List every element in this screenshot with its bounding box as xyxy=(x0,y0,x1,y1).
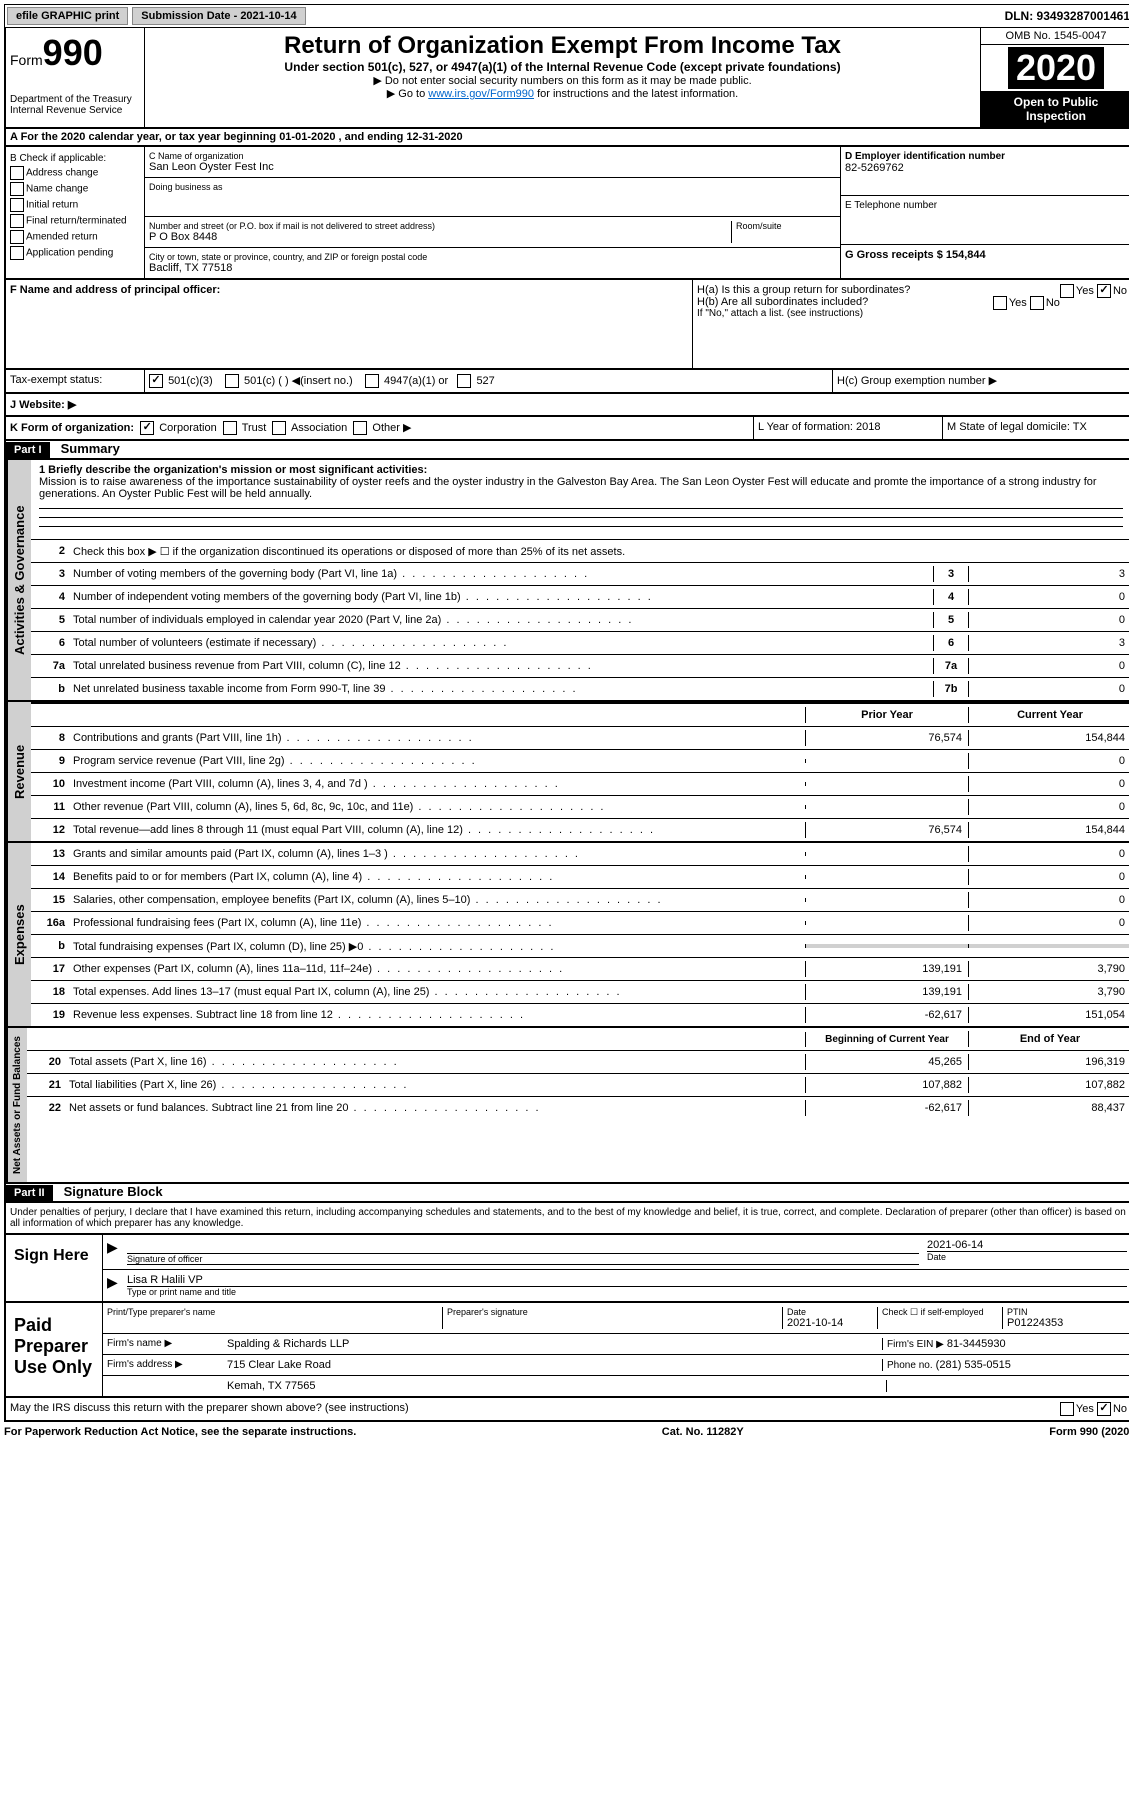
form-header: Form990 Department of the Treasury Inter… xyxy=(4,28,1129,129)
org-name-label: C Name of organization xyxy=(149,151,836,161)
line-12: 12 Total revenue—add lines 8 through 11 … xyxy=(31,819,1129,841)
part1-ag: Activities & Governance 1 Briefly descri… xyxy=(4,460,1129,702)
line-9: 9 Program service revenue (Part VIII, li… xyxy=(31,750,1129,773)
irs-link[interactable]: www.irs.gov/Form990 xyxy=(428,88,534,100)
dept-treasury: Department of the Treasury Internal Reve… xyxy=(10,94,140,116)
tax-year: 2020 xyxy=(1008,47,1104,89)
gross-receipts: G Gross receipts $ 154,844 xyxy=(845,249,1127,261)
part1-rev: Revenue Prior Year Current Year 8 Contri… xyxy=(4,702,1129,843)
footer: For Paperwork Reduction Act Notice, see … xyxy=(4,1422,1129,1442)
part1-na: Net Assets or Fund Balances Beginning of… xyxy=(4,1028,1129,1184)
penalty-text: Under penalties of perjury, I declare th… xyxy=(4,1203,1129,1235)
efile-button[interactable]: efile GRAPHIC print xyxy=(7,7,128,25)
org-name: San Leon Oyster Fest Inc xyxy=(149,161,836,173)
hb-note: If "No," attach a list. (see instruction… xyxy=(697,308,1127,319)
row-m: M State of legal domicile: TX xyxy=(942,417,1129,439)
line-21: 21 Total liabilities (Part X, line 26) 1… xyxy=(27,1074,1129,1097)
col-b-checkboxes: B Check if applicable: Address change Na… xyxy=(6,147,145,278)
ein-label: D Employer identification number xyxy=(845,151,1127,162)
line-5: 5 Total number of individuals employed i… xyxy=(31,609,1129,632)
line-4: 4 Number of independent voting members o… xyxy=(31,586,1129,609)
tax-exempt-label: Tax-exempt status: xyxy=(6,370,145,392)
line-6: 6 Total number of volunteers (estimate i… xyxy=(31,632,1129,655)
line-3: 3 Number of voting members of the govern… xyxy=(31,563,1129,586)
line-16a: 16a Professional fundraising fees (Part … xyxy=(31,912,1129,935)
city: Bacliff, TX 77518 xyxy=(149,262,836,274)
omb-number: OMB No. 1545-0047 xyxy=(981,28,1129,45)
line-13: 13 Grants and similar amounts paid (Part… xyxy=(31,843,1129,866)
row-l: L Year of formation: 2018 xyxy=(753,417,942,439)
section-a: A For the 2020 calendar year, or tax yea… xyxy=(4,129,1129,147)
room-label: Room/suite xyxy=(731,221,836,243)
discuss-row: May the IRS discuss this return with the… xyxy=(4,1398,1129,1422)
row-tax-exempt: Tax-exempt status: 501(c)(3) 501(c) ( ) … xyxy=(4,370,1129,394)
form-subtitle: Under section 501(c), 527, or 4947(a)(1)… xyxy=(153,60,972,74)
vert-netassets: Net Assets or Fund Balances xyxy=(6,1028,27,1182)
vert-revenue: Revenue xyxy=(6,702,31,841)
line-20: 20 Total assets (Part X, line 16) 45,265… xyxy=(27,1051,1129,1074)
part1-header: Part I Summary xyxy=(4,441,1129,460)
line2: Check this box ▶ ☐ if the organization d… xyxy=(69,543,1129,560)
paid-preparer: Paid Preparer Use Only Print/Type prepar… xyxy=(4,1303,1129,1398)
line-17: 17 Other expenses (Part IX, column (A), … xyxy=(31,958,1129,981)
line1-label: 1 Briefly describe the organization's mi… xyxy=(39,464,1123,476)
hc: H(c) Group exemption number ▶ xyxy=(832,370,1129,392)
ein: 82-5269762 xyxy=(845,162,1127,174)
form-label: Form xyxy=(10,52,43,68)
phone-label: E Telephone number xyxy=(845,200,1127,211)
dln: DLN: 93493287001461 xyxy=(1005,9,1129,23)
submission-date: Submission Date - 2021-10-14 xyxy=(132,7,305,25)
vert-expenses: Expenses xyxy=(6,843,31,1026)
line-10: 10 Investment income (Part VIII, column … xyxy=(31,773,1129,796)
part1-exp: Expenses 13 Grants and similar amounts p… xyxy=(4,843,1129,1028)
note-link: ▶ Go to www.irs.gov/Form990 for instruct… xyxy=(153,87,972,100)
row-j: J Website: ▶ xyxy=(4,394,1129,417)
address: P O Box 8448 xyxy=(149,231,731,243)
sign-here: Sign Here ▶ Signature of officer 2021-06… xyxy=(4,1235,1129,1303)
form-title: Return of Organization Exempt From Incom… xyxy=(153,32,972,60)
ha: H(a) Is this a group return for subordin… xyxy=(697,284,1127,296)
officer-label: F Name and address of principal officer: xyxy=(10,284,688,296)
part2-header: Part II Signature Block xyxy=(4,1184,1129,1203)
line-14: 14 Benefits paid to or for members (Part… xyxy=(31,866,1129,889)
line-7a: 7a Total unrelated business revenue from… xyxy=(31,655,1129,678)
line-15: 15 Salaries, other compensation, employe… xyxy=(31,889,1129,912)
addr-label: Number and street (or P.O. box if mail i… xyxy=(149,221,731,231)
open-public: Open to Public Inspection xyxy=(981,91,1129,127)
line-8: 8 Contributions and grants (Part VIII, l… xyxy=(31,727,1129,750)
form-number: 990 xyxy=(43,32,103,73)
info-grid: B Check if applicable: Address change Na… xyxy=(4,147,1129,280)
mission-text: Mission is to raise awareness of the imp… xyxy=(39,476,1123,500)
note-ssn: ▶ Do not enter social security numbers o… xyxy=(153,74,972,87)
dba-label: Doing business as xyxy=(149,182,836,192)
line-b: b Net unrelated business taxable income … xyxy=(31,678,1129,700)
city-label: City or town, state or province, country… xyxy=(149,252,836,262)
row-klm: K Form of organization: Corporation Trus… xyxy=(4,417,1129,441)
line-11: 11 Other revenue (Part VIII, column (A),… xyxy=(31,796,1129,819)
line-19: 19 Revenue less expenses. Subtract line … xyxy=(31,1004,1129,1026)
row-fh: F Name and address of principal officer:… xyxy=(4,280,1129,370)
top-bar: efile GRAPHIC print Submission Date - 20… xyxy=(4,4,1129,28)
line-b: b Total fundraising expenses (Part IX, c… xyxy=(31,935,1129,958)
line-18: 18 Total expenses. Add lines 13–17 (must… xyxy=(31,981,1129,1004)
vert-activities: Activities & Governance xyxy=(6,460,31,700)
line-22: 22 Net assets or fund balances. Subtract… xyxy=(27,1097,1129,1119)
